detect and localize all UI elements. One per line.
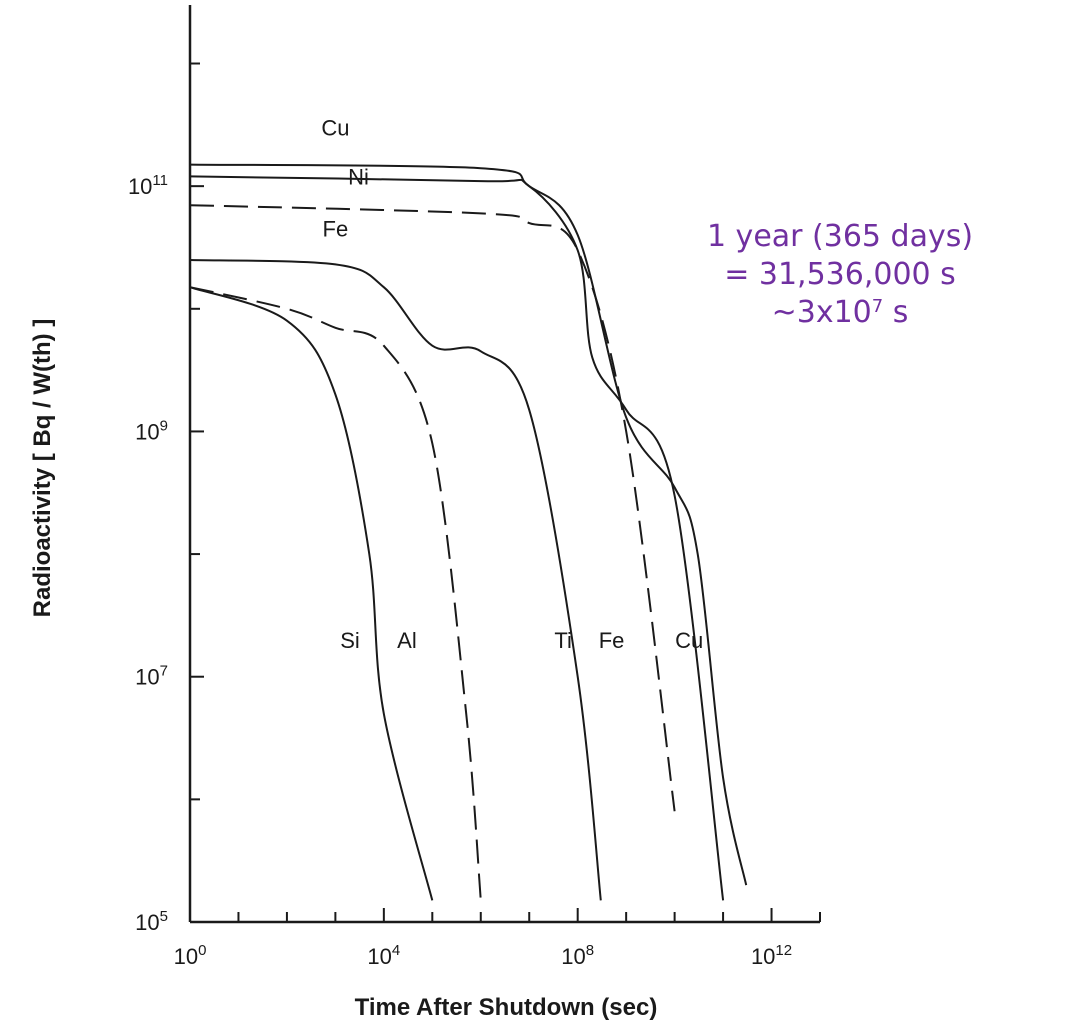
series-labels: Cu Ni Fe Si Al Ti Fe Cu xyxy=(321,116,703,653)
annotation-line-1: 1 year (365 days) xyxy=(706,219,974,254)
y-tick-label: 105 xyxy=(135,908,168,935)
y-tick-label: 109 xyxy=(135,417,168,444)
x-tick-label: 104 xyxy=(367,942,400,969)
series-line-al xyxy=(189,286,482,901)
x-tick-label: 100 xyxy=(174,942,207,969)
axes xyxy=(188,5,821,924)
series-label-ti: Ti xyxy=(554,628,572,653)
annotation-line-3: ~3x107 s xyxy=(620,294,1060,332)
annotation-line-3-prefix: ~3x10 xyxy=(771,295,872,330)
y-axis-title: Radioactivity [ Bq / W(th) ] xyxy=(29,319,56,618)
series-line-ti xyxy=(189,259,602,901)
y-tick-label: 1011 xyxy=(128,172,168,199)
annotation-line-3-exp: 7 xyxy=(871,296,884,317)
x-tick-label: 108 xyxy=(561,942,594,969)
series-label-fe: Fe xyxy=(599,628,625,653)
series-line-fe xyxy=(189,204,676,812)
series-label-al: Al xyxy=(397,628,417,653)
series-line-ni xyxy=(189,175,725,901)
one-year-annotation: 1 year (365 days) = 31,536,000 s ~3x107 … xyxy=(620,218,1060,332)
series-line-si xyxy=(189,286,434,901)
series-label-fe: Fe xyxy=(323,217,349,242)
x-axis-title: Time After Shutdown (sec) xyxy=(355,994,658,1021)
series-curves xyxy=(189,163,748,901)
annotation-line-2: = 31,536,000 s xyxy=(724,257,956,292)
series-label-cu: Cu xyxy=(675,628,703,653)
tick-labels: 100 104 108 1012 105 107 109 1011 xyxy=(128,172,792,969)
x-tick-label: 1012 xyxy=(751,942,792,969)
annotation-line-3-suffix: s xyxy=(883,295,909,330)
series-label-ni: Ni xyxy=(348,164,369,189)
series-label-cu: Cu xyxy=(321,116,349,141)
y-tick-label: 107 xyxy=(135,663,168,690)
series-label-si: Si xyxy=(340,628,360,653)
